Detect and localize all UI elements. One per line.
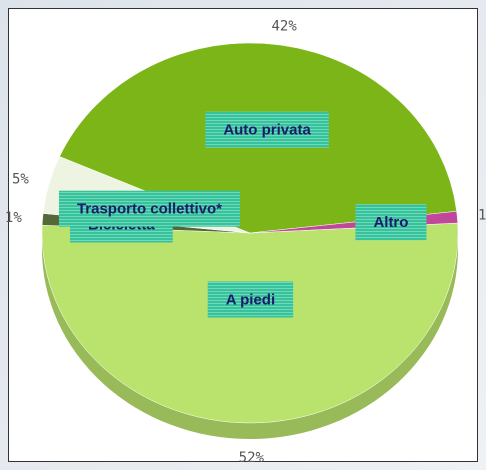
percent-label: 1% [478,208,486,224]
slice-label: A piedi [226,291,275,308]
percent-label: 1% [5,210,22,226]
slice-label: Altro [373,214,408,231]
percent-label: 5% [12,172,29,188]
label-box [355,204,427,241]
percent-label: 52% [239,450,265,466]
label-box [207,281,294,318]
percent-label: 42% [272,18,298,34]
slice-label: Trasporto collettivo* [77,201,222,218]
slice-label: Auto privata [223,122,311,139]
label-box [205,111,329,148]
slice [41,222,459,424]
label-box [58,190,240,227]
